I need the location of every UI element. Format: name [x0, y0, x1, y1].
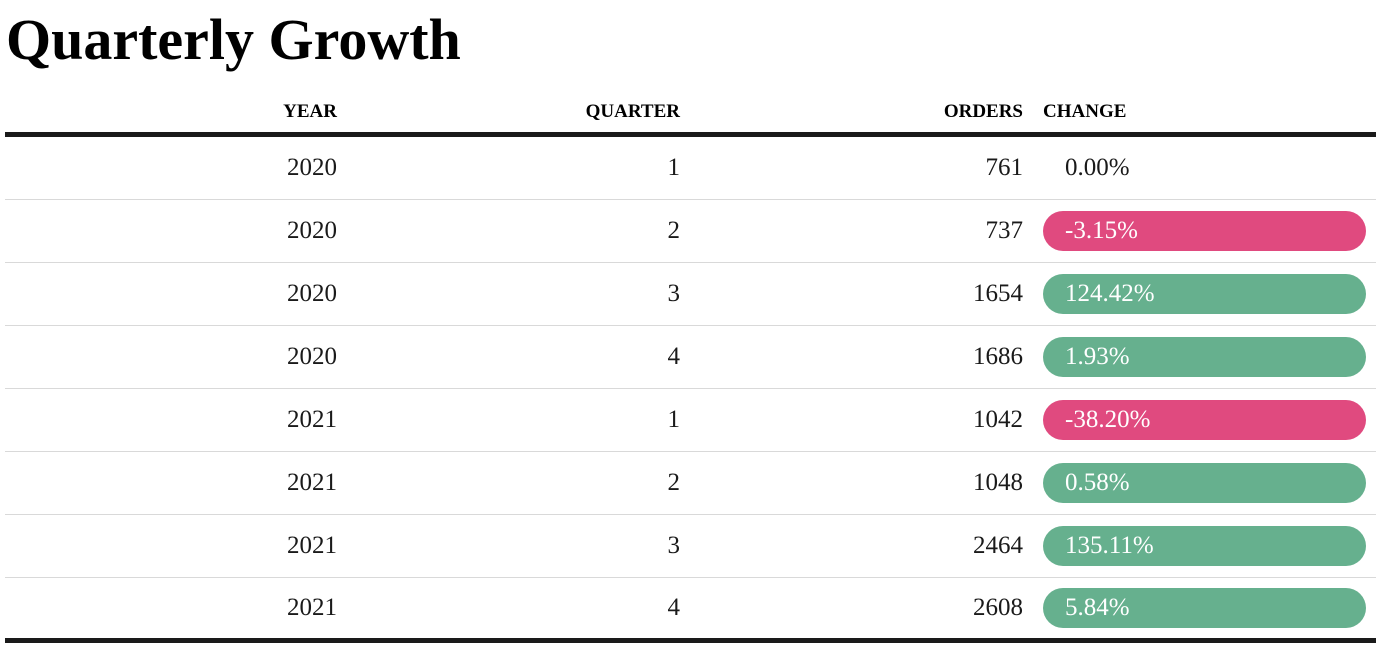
orders-cell: 2608	[973, 594, 1023, 621]
change-badge: 135.11%	[1043, 526, 1366, 566]
column-header-change: CHANGE	[1043, 101, 1127, 122]
orders-cell: 1654	[973, 280, 1023, 307]
change-cell: 0.58%	[1043, 452, 1366, 514]
change-cell: -38.20%	[1043, 389, 1366, 451]
change-badge: -38.20%	[1043, 400, 1366, 440]
orders-cell: 737	[985, 217, 1024, 244]
quarter-cell: 3	[667, 532, 681, 559]
year-cell: 2020	[287, 154, 337, 181]
quarter-cell: 4	[667, 594, 681, 621]
orders-cell: 1686	[973, 343, 1023, 370]
table-row: 2020 3 1654 124.42%	[5, 263, 1376, 326]
change-badge: -3.15%	[1043, 211, 1366, 251]
change-cell: 5.84%	[1043, 578, 1366, 638]
orders-cell: 1042	[973, 406, 1023, 433]
table-row: 2021 2 1048 0.58%	[5, 452, 1376, 515]
column-header-quarter: QUARTER	[585, 101, 680, 122]
column-header-year: YEAR	[283, 101, 337, 122]
change-cell: 0.00%	[1043, 137, 1366, 199]
table-row: 2020 4 1686 1.93%	[5, 326, 1376, 389]
quarter-cell: 4	[667, 343, 681, 370]
orders-cell: 761	[985, 154, 1024, 181]
change-cell: -3.15%	[1043, 200, 1366, 262]
year-cell: 2020	[287, 280, 337, 307]
year-cell: 2021	[287, 532, 337, 559]
table-row: 2020 2 737 -3.15%	[5, 200, 1376, 263]
orders-cell: 2464	[973, 532, 1023, 559]
change-badge: 0.00%	[1065, 154, 1130, 181]
column-header-orders: ORDERS	[943, 101, 1023, 122]
table-row: 2021 4 2608 5.84%	[5, 578, 1376, 643]
table-header: YEAR QUARTER ORDERS CHANGE	[5, 92, 1376, 137]
change-badge: 0.58%	[1043, 463, 1366, 503]
growth-table: YEAR QUARTER ORDERS CHANGE 2020 1 761 0.…	[5, 92, 1376, 643]
table-row: 2021 3 2464 135.11%	[5, 515, 1376, 578]
table-row: 2021 1 1042 -38.20%	[5, 389, 1376, 452]
change-cell: 135.11%	[1043, 515, 1366, 577]
change-badge: 124.42%	[1043, 274, 1366, 314]
year-cell: 2020	[287, 343, 337, 370]
change-cell: 124.42%	[1043, 263, 1366, 325]
change-badge: 5.84%	[1043, 588, 1366, 628]
year-cell: 2021	[287, 406, 337, 433]
year-cell: 2021	[287, 594, 337, 621]
change-cell: 1.93%	[1043, 326, 1366, 388]
change-badge: 1.93%	[1043, 337, 1366, 377]
quarter-cell: 3	[667, 280, 681, 307]
orders-cell: 1048	[973, 469, 1023, 496]
quarter-cell: 1	[667, 154, 681, 181]
page-title: Quarterly Growth	[6, 7, 461, 72]
quarter-cell: 1	[667, 406, 681, 433]
year-cell: 2021	[287, 469, 337, 496]
quarter-cell: 2	[667, 217, 681, 244]
year-cell: 2020	[287, 217, 337, 244]
quarter-cell: 2	[667, 469, 681, 496]
table-row: 2020 1 761 0.00%	[5, 137, 1376, 200]
